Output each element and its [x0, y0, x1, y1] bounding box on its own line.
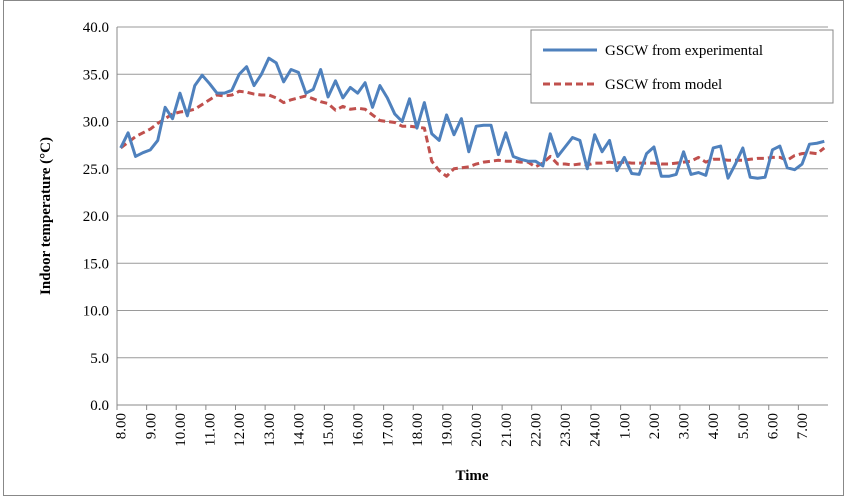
x-tick-label: 23.00: [558, 413, 574, 447]
x-tick-label: 11.00: [203, 413, 219, 446]
x-tick-label: 21.00: [499, 413, 515, 447]
legend-label: GSCW from experimental: [605, 43, 763, 59]
x-tick-label: 3.00: [677, 413, 693, 439]
x-tick-label: 12.00: [232, 413, 248, 447]
y-tick-label: 35.0: [83, 67, 109, 83]
x-tick-label: 5.00: [736, 413, 752, 439]
y-tick-label: 5.0: [90, 351, 109, 367]
x-tick-label: 2.00: [647, 413, 663, 439]
legend-box: [530, 29, 834, 104]
y-tick-label: 0.0: [90, 398, 109, 414]
x-tick-label: 13.00: [262, 413, 278, 447]
x-tick-label: 1.00: [617, 413, 633, 439]
x-tick-label: 9.00: [143, 413, 159, 439]
x-tick-label: 17.00: [380, 413, 396, 447]
x-tick-label: 16.00: [351, 413, 367, 447]
x-tick-label: 22.00: [528, 413, 544, 447]
x-tick-label: 24.00: [588, 413, 604, 447]
y-tick-label: 15.0: [83, 256, 109, 272]
x-axis-label: Time: [455, 468, 488, 484]
x-tick-label: 10.00: [173, 413, 189, 447]
x-tick-label: 4.00: [706, 413, 722, 439]
x-tick-label: 15.00: [321, 413, 337, 447]
x-tick-label: 18.00: [410, 413, 426, 447]
y-tick-label: 20.0: [83, 209, 109, 225]
y-tick-label: 25.0: [83, 162, 109, 178]
x-tick-label: 7.00: [795, 413, 811, 439]
data-line: [119, 56, 825, 180]
y-axis-label: Indoor temperature (°C): [38, 137, 54, 295]
x-tick-label: 14.00: [291, 413, 307, 447]
x-tick-label: 19.00: [440, 413, 456, 447]
x-tick-label: 20.00: [469, 413, 485, 447]
y-tick-label: 40.0: [83, 20, 109, 36]
x-tick-label: 6.00: [765, 413, 781, 439]
x-tick-label: 8.00: [114, 413, 130, 439]
y-tick-label: 10.0: [83, 304, 109, 320]
data-line: [119, 89, 826, 178]
legend-label: GSCW from model: [605, 77, 722, 93]
y-tick-label: 30.0: [83, 115, 109, 131]
